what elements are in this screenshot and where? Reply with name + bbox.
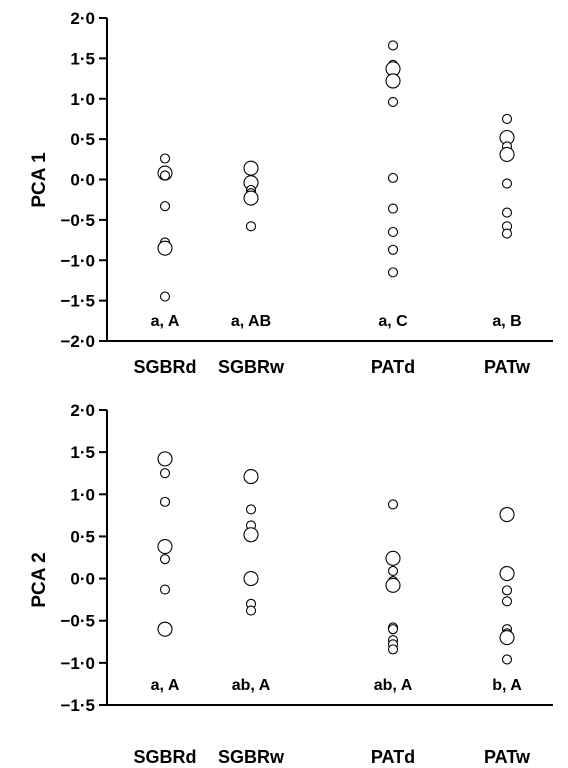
pca1-significance-annotation: a, B [492,313,521,330]
pca2-category-label: PATd [371,747,415,767]
pca1-data-point [501,113,513,124]
pca2-data-point [159,468,171,479]
pca1-data-point [499,146,515,163]
pca1-y-tick-label: 0·5 [70,130,95,149]
pca1-y-axis-label: PCA 1 [29,152,50,208]
pca2-data-point [387,499,399,510]
pca2-category-label: PATw [484,747,531,767]
pca1-panel: PCA 1 2·0 1·5 1·0 0·5 0·0 −0·5 −1·0 −1·5 −2·0 SG… [29,9,553,377]
pca1-significance-annotation: a, A [151,313,180,330]
pca1-data-point [501,207,513,218]
pca1-data-point [387,267,399,278]
pca1-data-point [385,73,401,89]
pca1-category-label: SGBRd [134,357,197,377]
pca2-y-tick-label: 0·5 [70,527,95,546]
pca1-y-tick-label: 0·0 [70,171,95,190]
pca2-data-point [243,571,259,587]
pca2-data-point [159,584,171,595]
pca2-data-point [501,596,513,607]
pca1-data-point [501,178,513,189]
pca2-data-point [243,527,259,543]
pca2-significance-annotation: a, A [151,677,180,694]
pca1-data-point [159,153,171,164]
pca1-y-axis [99,17,108,342]
pca2-y-axis-label: PCA 2 [29,552,50,607]
pca1-significance-annotation: a, AB [231,313,271,330]
pca2-significance-annotation: b, A [492,677,522,694]
pca1-category-label: PATw [484,357,531,377]
pca2-data-point [499,630,515,646]
pca1-category-label: SGBRw [218,357,285,377]
pca2-annotations: a, A ab, A ab, A b, A [151,677,523,694]
pca1-y-tick-label: 1·0 [70,90,95,109]
pca1-category-label: PATd [371,357,415,377]
pca2-data-point [157,621,173,637]
pca1-data-point [387,203,399,214]
pca1-points [157,40,515,302]
pca1-data-point [387,40,399,51]
pca2-y-tick-label: −0·5 [61,612,96,631]
pca2-y-tick-label: 1·0 [70,485,95,504]
pca1-data-point [387,96,399,108]
pca2-data-point [385,550,401,566]
pca2-data-point [387,624,399,635]
pca2-data-point [157,538,173,555]
pca1-data-point [387,172,399,183]
pca1-data-point [159,170,171,181]
pca2-y-tick-label: 1·5 [70,443,95,462]
pca2-panel: PCA 2 2·01·51·00·50·0−0·5−1·0−1·5 SGBRd S… [29,401,553,767]
pca1-annotations: a, A a, AB a, C a, B [151,313,522,330]
pca1-data-point [501,228,513,239]
pca2-y-tick-label: −1·5 [61,696,96,715]
pca2-data-point [245,504,257,515]
pca2-data-point [159,496,171,507]
pca2-category-label: SGBRd [134,747,197,767]
pca2-data-point [499,506,515,523]
pca2-data-point [157,451,173,467]
pca1-significance-annotation: a, C [378,313,408,330]
pca1-data-point [159,201,171,212]
pca1-y-tick-label: 2·0 [70,9,95,28]
pca1-y-tick-label: −1·5 [61,292,96,311]
pca2-data-point [243,469,259,485]
pca2-data-point [499,565,515,582]
pca2-data-point [385,577,401,593]
pca2-data-point [245,605,257,616]
pca2-data-point [501,585,513,596]
pca2-y-tick-label: −1·0 [61,654,96,673]
pca2-data-point [387,644,399,655]
pca1-y-tick-labels: 2·0 1·5 1·0 0·5 0·0 −0·5 −1·0 −1·5 −2·0 [61,9,96,351]
pca1-data-point [387,244,399,255]
pca2-category-label: SGBRw [218,747,285,767]
pca2-points [157,451,515,665]
pca1-y-tick-label: 1·5 [70,49,95,68]
pca1-data-point [243,190,259,206]
pca1-data-point [245,221,257,232]
pca2-category-labels: SGBRd SGBRw PATd PATw [134,747,531,767]
pca2-y-axis [99,409,108,706]
pca1-category-labels: SGBRd SGBRw PATd PATw [134,357,531,377]
pca2-significance-annotation: ab, A [232,677,271,694]
pca1-data-point [159,291,171,302]
pca2-y-tick-label: 0·0 [70,570,95,589]
pca1-data-point [157,240,173,256]
pca2-significance-annotation: ab, A [374,677,413,694]
pca1-data-point [243,160,259,176]
pca1-y-tick-label: −0·5 [61,211,96,230]
pca2-y-tick-labels: 2·0 1·5 1·0 0·5 0·0 −0·5 −1·0 −1·5 [61,401,96,715]
pca1-y-tick-label: −2·0 [61,332,96,351]
pca2-data-point [501,654,513,665]
pca2-y-tick-label: 2·0 [70,401,95,420]
pca1-data-point [387,226,399,238]
pca2-data-point [387,565,399,577]
pca1-y-tick-label: −1·0 [61,251,96,270]
pca2-data-point [159,554,171,565]
